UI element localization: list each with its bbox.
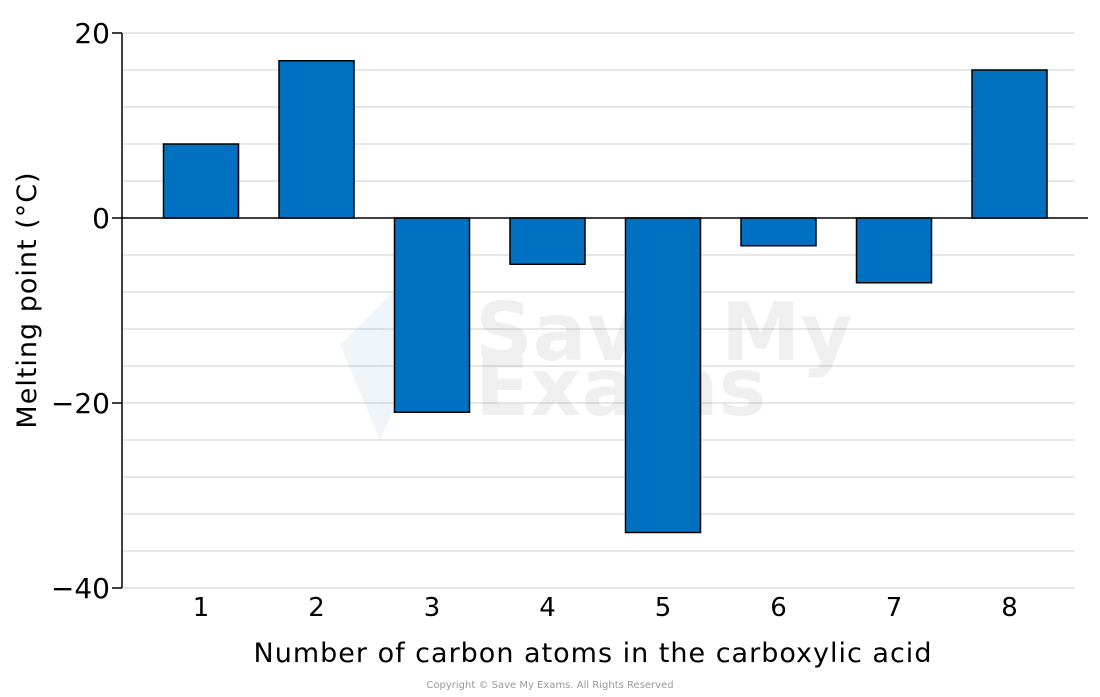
copyright-text: Copyright © Save My Exams. All Rights Re…	[426, 680, 673, 691]
x-tick-label: 3	[424, 593, 441, 623]
svg-text:Exams: Exams	[475, 341, 766, 434]
y-tick-label: 20	[74, 17, 110, 50]
x-tick-label: 6	[770, 593, 787, 623]
x-tick-label: 8	[1001, 593, 1018, 623]
bar-3	[393, 217, 471, 413]
y-tick-label: −20	[51, 387, 110, 420]
bar-8	[971, 69, 1048, 219]
axes	[112, 32, 1088, 589]
bar-1	[162, 143, 240, 219]
bar-6	[740, 217, 817, 247]
bar-2	[278, 60, 355, 219]
bar-5	[624, 217, 702, 534]
x-tick-label: 5	[655, 593, 672, 623]
x-tick-label: 2	[308, 593, 325, 623]
bars	[162, 60, 1048, 534]
bar-7	[855, 217, 933, 284]
x-tick-label: 4	[539, 593, 556, 623]
x-tick-labels: 1 2 3 4 5 6 7 8	[193, 593, 1018, 623]
y-tick-label: −40	[51, 572, 110, 605]
bar-4	[509, 217, 586, 265]
y-axis-label: Melting point (°C)	[12, 171, 43, 428]
x-tick-label: 1	[193, 593, 210, 623]
y-tick-label: 0	[92, 202, 110, 235]
x-axis-label: Number of carbon atoms in the carboxylic…	[254, 638, 933, 669]
y-tick-labels: 20 0 −20 −40	[51, 17, 110, 605]
x-tick-label: 7	[886, 593, 903, 623]
